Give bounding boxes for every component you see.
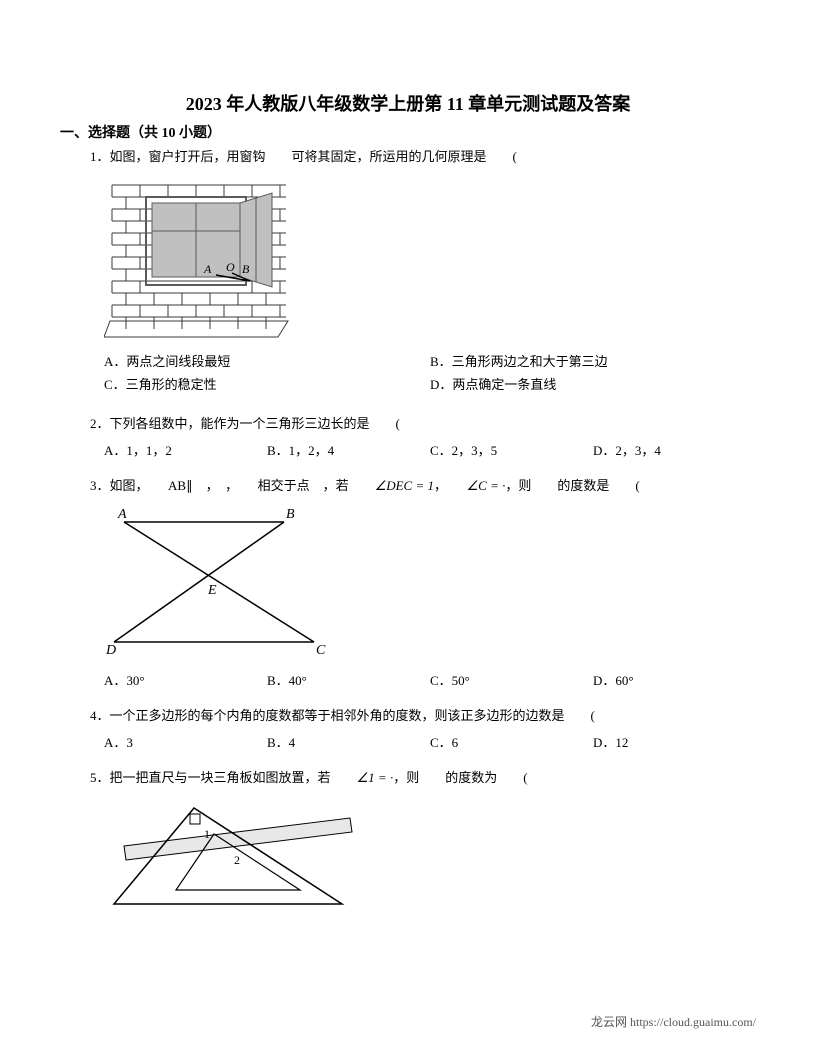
svg-text:1: 1: [204, 827, 210, 841]
q4-num: 4．: [90, 705, 110, 724]
q2-optA: A．1，1，2: [104, 440, 267, 459]
q4-options: A．3 B．4 C．6 D．12: [90, 732, 756, 751]
page-title: 2023 年人教版八年级数学上册第 11 章单元测试题及答案: [60, 90, 756, 116]
svg-text:E: E: [207, 583, 217, 598]
q3-diagram: A B D C E: [104, 502, 756, 662]
q5-math1: ∠1 = ·: [357, 770, 394, 785]
q3-options: A．30° B．40° C．50° D．60°: [90, 670, 756, 689]
q3-math2: ∠C = ·: [467, 478, 506, 493]
q4-optA: A．3: [104, 732, 267, 751]
q5-text: 5．把一把直尺与一块三角板如图放置，若 ∠1 = ·，则 的度数为 (: [90, 767, 756, 786]
q3-mid: ，: [434, 478, 467, 493]
svg-text:A: A: [117, 507, 127, 522]
q4-text: 4．一个正多边形的每个内角的度数都等于相邻外角的度数，则该正多边形的边数是 (: [90, 705, 756, 724]
q2-optD: D．2，3，4: [593, 440, 756, 459]
svg-text:O: O: [226, 260, 235, 274]
q4-optC: C．6: [430, 732, 593, 751]
q1-options: A．两点之间线段最短 B．三角形两边之和大于第三边 C．三角形的稳定性 D．两点…: [90, 351, 756, 397]
svg-text:D: D: [105, 643, 116, 658]
question-1: 1．如图，窗户打开后，用窗钩 可将其固定，所运用的几何原理是 ( A O B: [60, 146, 756, 397]
q1-body: 如图，窗户打开后，用窗钩 可将其固定，所运用的几何原理是 (: [110, 149, 517, 164]
q3-post: ，则 的度数是 (: [505, 478, 639, 493]
question-5: 5．把一把直尺与一块三角板如图放置，若 ∠1 = ·，则 的度数为 ( 1 2: [60, 767, 756, 914]
q3-optB: B．40°: [267, 670, 430, 689]
q3-pre: 如图， AB∥ ， ， 相交于点 ，若: [110, 478, 375, 493]
q1-text: 1．如图，窗户打开后，用窗钩 可将其固定，所运用的几何原理是 (: [90, 146, 756, 165]
q1-optD: D．两点确定一条直线: [430, 374, 756, 393]
q5-num: 5．: [90, 767, 110, 786]
question-3: 3．如图， AB∥ ， ， 相交于点 ，若 ∠DEC = 1， ∠C = ·，则…: [60, 475, 756, 689]
q2-num: 2．: [90, 413, 110, 432]
q3-num: 3．: [90, 475, 110, 494]
q1-num: 1．: [90, 146, 110, 165]
q4-optD: D．12: [593, 732, 756, 751]
footer-text: 龙云网 https://cloud.guaimu.com/: [591, 1013, 756, 1030]
svg-text:A: A: [203, 262, 212, 276]
q5-pre: 把一把直尺与一块三角板如图放置，若: [110, 770, 357, 785]
q2-optB: B．1，2，4: [267, 440, 430, 459]
q1-optB: B．三角形两边之和大于第三边: [430, 351, 756, 370]
q5-post: ，则 的度数为 (: [393, 770, 527, 785]
q1-optC: C．三角形的稳定性: [104, 374, 430, 393]
q1-optA: A．两点之间线段最短: [104, 351, 430, 370]
q5-diagram: 1 2: [104, 794, 756, 914]
q2-options: A．1，1，2 B．1，2，4 C．2，3，5 D．2，3，4: [90, 440, 756, 459]
q4-optB: B．4: [267, 732, 430, 751]
svg-text:B: B: [242, 262, 250, 276]
q3-optC: C．50°: [430, 670, 593, 689]
q1-diagram: A O B: [104, 173, 756, 343]
q3-optD: D．60°: [593, 670, 756, 689]
q2-text: 2．下列各组数中，能作为一个三角形三边长的是 (: [90, 413, 756, 432]
svg-text:B: B: [286, 507, 295, 522]
q2-optC: C．2，3，5: [430, 440, 593, 459]
q2-body: 下列各组数中，能作为一个三角形三边长的是 (: [110, 416, 400, 431]
section-header: 一、选择题（共 10 小题）: [60, 122, 756, 142]
question-2: 2．下列各组数中，能作为一个三角形三边长的是 ( A．1，1，2 B．1，2，4…: [60, 413, 756, 459]
svg-text:2: 2: [234, 853, 240, 867]
q4-body: 一个正多边形的每个内角的度数都等于相邻外角的度数，则该正多边形的边数是 (: [110, 708, 595, 723]
q3-optA: A．30°: [104, 670, 267, 689]
question-4: 4．一个正多边形的每个内角的度数都等于相邻外角的度数，则该正多边形的边数是 ( …: [60, 705, 756, 751]
q3-text: 3．如图， AB∥ ， ， 相交于点 ，若 ∠DEC = 1， ∠C = ·，则…: [90, 475, 756, 494]
svg-text:C: C: [316, 643, 326, 658]
q3-math1: ∠DEC = 1: [375, 478, 434, 493]
